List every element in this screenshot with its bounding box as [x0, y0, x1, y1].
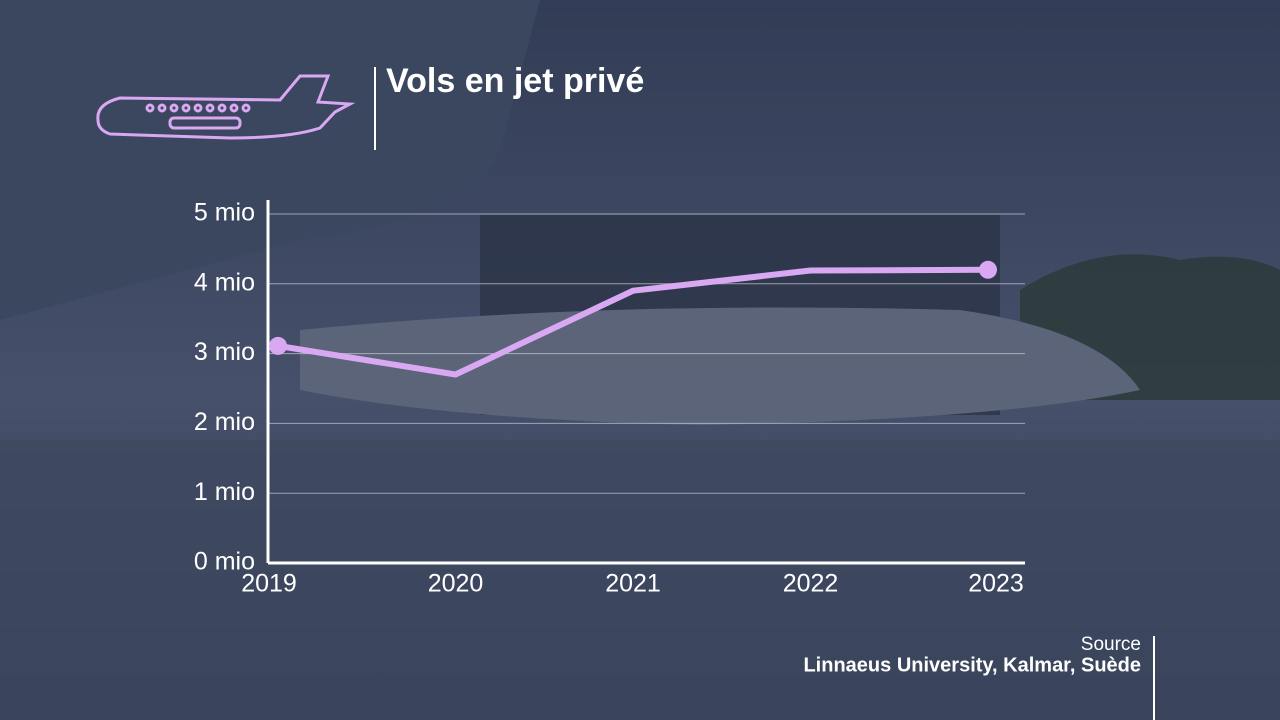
plot: 0 mio 1 mio 2 mio 3 mio 4 mio 5 mio 2019 2020 20…: [194, 199, 1025, 598]
y-tick-label: 1 mio: [194, 478, 255, 506]
chart-title: Vols en jet privé: [386, 62, 644, 100]
x-tick-label: 2023: [968, 570, 1024, 598]
y-tick-label: 2 mio: [194, 408, 255, 436]
source-label: Source: [1081, 634, 1141, 655]
x-tick-label: 2019: [241, 570, 297, 598]
y-tick-label: 0 mio: [194, 548, 255, 576]
end-marker: [979, 260, 997, 279]
y-tick-label: 4 mio: [194, 268, 255, 296]
backdrop-tarmac: [0, 440, 1280, 720]
x-tick-label: 2020: [428, 570, 484, 598]
end-marker: [269, 336, 287, 355]
backdrop-wing: [0, 0, 540, 320]
x-tick-label: 2021: [605, 570, 661, 598]
line: [277, 266, 989, 378]
x-tick-label: 2022: [783, 570, 839, 598]
backdrop-jet: [300, 307, 1140, 425]
y-tick-label: 5 mio: [194, 199, 255, 227]
y-tick-label: 3 mio: [194, 338, 255, 366]
plane-icon: [96, 74, 356, 140]
source: Linnaeus University, Kalmar, Suède: [803, 654, 1141, 676]
